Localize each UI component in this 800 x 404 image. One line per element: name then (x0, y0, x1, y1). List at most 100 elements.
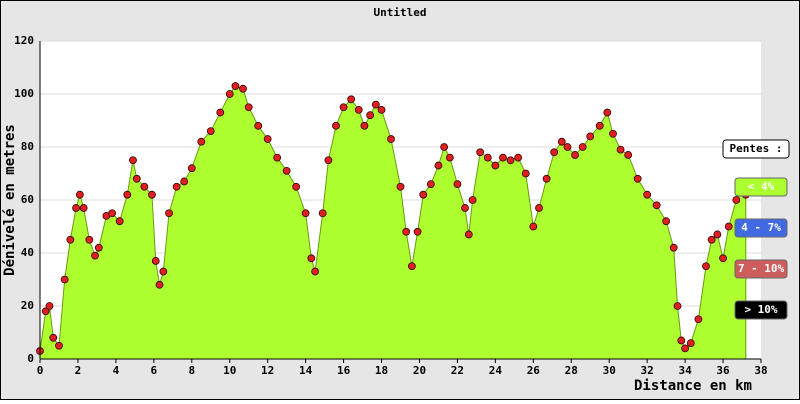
point (91, 251, 99, 260)
point (514, 153, 523, 162)
point (483, 153, 492, 162)
point (339, 103, 348, 112)
point (571, 151, 579, 159)
point (123, 190, 132, 199)
x-tick-label: 26 (527, 364, 541, 377)
point (521, 169, 530, 178)
y-tick-label: 40 (21, 246, 34, 259)
point (407, 262, 416, 271)
point (231, 82, 240, 90)
point (413, 227, 422, 236)
x-tick-label: 4 (113, 364, 120, 377)
point (79, 204, 88, 212)
x-tick-label: 20 (413, 364, 426, 377)
point (72, 204, 80, 212)
legend-label: > 10% (744, 303, 777, 316)
point (41, 307, 50, 316)
point (624, 151, 633, 159)
x-tick-label: 16 (337, 364, 351, 377)
point (206, 127, 215, 136)
point (402, 227, 411, 236)
x-tick-label: 10 (223, 364, 236, 377)
y-tick-label: 100 (14, 87, 34, 100)
x-tick-label: 14 (299, 364, 313, 377)
legend-title: Pentes : (730, 142, 783, 155)
y-tick-label: 20 (21, 299, 34, 312)
point (542, 174, 551, 183)
point (686, 339, 695, 348)
point (563, 143, 572, 151)
x-tick-label: 6 (151, 364, 158, 377)
point (461, 204, 469, 212)
legend-label: 7 - 10% (738, 262, 785, 275)
point (702, 262, 710, 271)
x-tick-label: 22 (451, 364, 464, 377)
point (609, 129, 617, 138)
point (366, 111, 375, 120)
point (707, 235, 716, 244)
legend-swatch (734, 218, 788, 238)
chart-title: Untitled (374, 6, 427, 19)
point (557, 137, 566, 146)
legend-swatch (734, 259, 788, 279)
point (713, 230, 722, 239)
point (129, 156, 137, 165)
point (347, 95, 356, 104)
point (132, 174, 141, 183)
x-axis-label: Distance en km (634, 378, 752, 394)
point (616, 145, 625, 154)
point (244, 103, 253, 112)
point (694, 315, 703, 324)
y-tick-label: 80 (21, 140, 34, 153)
point (318, 209, 327, 218)
legend-title-box (722, 139, 790, 159)
point (94, 243, 103, 252)
point (108, 209, 116, 218)
legend-swatch (734, 300, 788, 320)
point (172, 182, 181, 191)
x-tick-label: 2 (75, 364, 82, 377)
x-tick-label: 34 (678, 364, 692, 377)
point (332, 121, 340, 130)
point (301, 209, 310, 218)
point (307, 254, 316, 263)
point (426, 180, 435, 189)
point (468, 196, 477, 204)
point (476, 148, 485, 157)
point (643, 190, 652, 199)
point (354, 106, 363, 114)
x-tick-label: 38 (754, 364, 767, 377)
point (85, 235, 94, 244)
point (535, 204, 543, 212)
x-tick-label: 8 (188, 364, 195, 377)
legend-label: < 4% (748, 180, 775, 193)
legend-swatch (734, 177, 788, 197)
point (578, 143, 587, 151)
point (586, 132, 595, 141)
point (180, 177, 189, 186)
point (681, 344, 690, 353)
point (263, 135, 272, 143)
point (148, 190, 156, 199)
point (595, 121, 604, 130)
point (155, 280, 164, 289)
point (254, 121, 263, 130)
y-axis-label: Dénivelé en metres (2, 124, 18, 276)
point (419, 190, 428, 199)
x-tick-label: 0 (37, 364, 44, 377)
point (445, 153, 454, 162)
y-tick-label: 60 (21, 193, 34, 206)
point (45, 302, 54, 310)
point (292, 182, 301, 191)
point (49, 333, 58, 342)
point (273, 153, 282, 162)
point (491, 161, 500, 170)
point (673, 302, 682, 310)
point (360, 121, 369, 130)
point (633, 174, 642, 183)
point (669, 243, 678, 252)
x-tick-label: 32 (641, 364, 654, 377)
point (550, 148, 559, 157)
point (434, 161, 443, 170)
